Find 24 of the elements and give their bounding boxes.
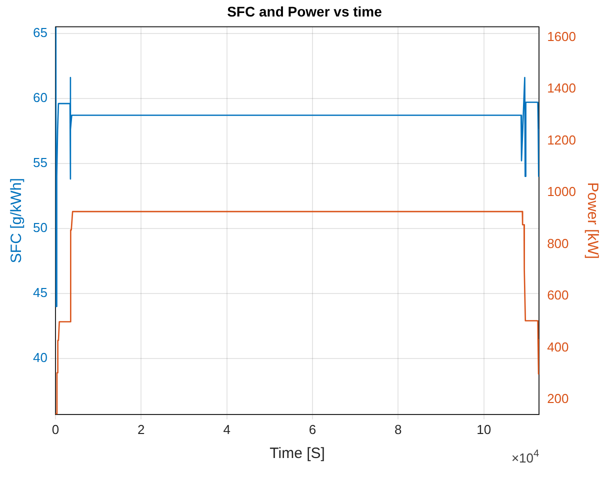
x-axis-title: Time [S]: [270, 445, 325, 462]
y-tick-label: 55: [32, 154, 48, 170]
y-tick-label: 40: [32, 350, 48, 366]
y-tick-label: 45: [32, 285, 48, 300]
y2-axis-title: Power [kW]: [584, 182, 601, 259]
y2-tick-label: 600: [547, 288, 569, 303]
y2-tick-label: 1000: [547, 184, 576, 200]
x-tick-label: 8: [394, 422, 402, 437]
y-tick-label: 60: [32, 90, 48, 105]
y2-tick-label: 1400: [547, 80, 576, 96]
x-tick-label: 0: [52, 422, 60, 437]
y-axis-title: SFC [g/kWh]: [8, 178, 26, 264]
x-tick-label: 10: [476, 422, 492, 437]
y2-tick-label: 1200: [547, 132, 576, 148]
y-tick-label: 65: [32, 24, 48, 40]
y2-tick-label: 800: [547, 236, 569, 251]
y2-tick-label: 200: [547, 391, 569, 406]
y-tick-label: 50: [32, 220, 48, 235]
chart-title: SFC and Power vs time: [227, 3, 382, 20]
x-tick-label: 6: [308, 422, 316, 437]
y2-tick-label: 400: [547, 339, 569, 354]
x-tick-label: 2: [138, 422, 145, 437]
x-tick-label: 4: [223, 422, 230, 437]
y2-tick-label: 1600: [547, 28, 576, 44]
